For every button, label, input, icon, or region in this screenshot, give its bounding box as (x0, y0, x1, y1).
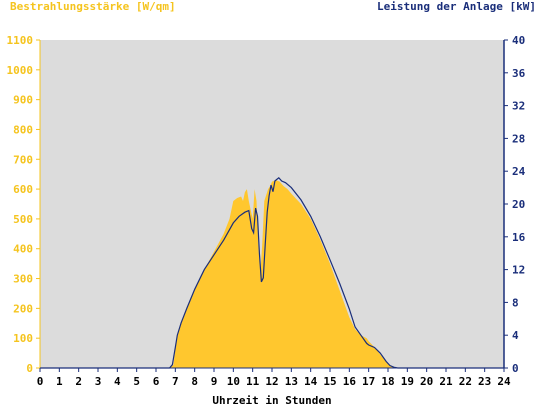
left-tick-label: 100 (13, 332, 33, 345)
right-tick-label: 28 (512, 132, 525, 145)
x-tick-label: 12 (265, 375, 278, 388)
right-tick-label: 32 (512, 100, 525, 113)
power-line (40, 176, 504, 369)
left-tick-label: 1100 (7, 34, 34, 47)
x-tick-label: 1 (56, 375, 63, 388)
x-tick-label: 0 (37, 375, 44, 388)
x-tick-label: 17 (362, 375, 375, 388)
x-tick-label: 14 (304, 375, 318, 388)
irradiance-area (40, 180, 504, 368)
x-tick-label: 4 (114, 375, 121, 388)
left-tick-label: 0 (26, 362, 33, 375)
left-tick-label: 400 (13, 243, 33, 256)
left-tick-label: 300 (13, 273, 33, 286)
x-tick-label: 15 (323, 375, 336, 388)
x-tick-label: 8 (191, 375, 198, 388)
right-tick-label: 12 (512, 264, 525, 277)
right-tick-label: 24 (512, 165, 526, 178)
x-tick-label: 10 (227, 375, 240, 388)
x-tick-label: 11 (246, 375, 260, 388)
right-axis-title: Leistung der Anlage [kW] (377, 0, 536, 13)
x-tick-label: 23 (478, 375, 491, 388)
x-tick-label: 6 (153, 375, 160, 388)
left-axis-title: Bestrahlungsstärke [W/qm] (10, 0, 176, 13)
x-tick-label: 3 (95, 375, 102, 388)
right-tick-label: 0 (512, 362, 519, 375)
x-tick-label: 5 (133, 375, 140, 388)
right-axis-ticks: 0 4 8 12 16 20 24 28 32 36 40 (504, 34, 526, 375)
right-tick-label: 4 (512, 329, 519, 342)
x-tick-label: 20 (420, 375, 433, 388)
x-tick-label: 18 (381, 375, 394, 388)
right-tick-label: 16 (512, 231, 526, 244)
x-axis-ticks: 0 1 2 3 4 5 6 7 8 9 10 11 12 13 14 15 16 17 18 19 20 21 22 23 24 (37, 368, 511, 388)
right-tick-label: 40 (512, 34, 525, 47)
right-tick-label: 8 (512, 296, 519, 309)
x-tick-label: 7 (172, 375, 179, 388)
x-axis-label: Uhrzeit in Stunden (212, 394, 332, 407)
left-tick-label: 900 (13, 94, 33, 107)
left-tick-label: 200 (13, 302, 33, 315)
x-tick-label: 13 (285, 375, 298, 388)
left-tick-label: 800 (13, 123, 33, 136)
right-tick-label: 36 (512, 67, 526, 80)
left-tick-label: 500 (13, 213, 33, 226)
right-tick-label: 20 (512, 198, 525, 211)
x-tick-label: 21 (439, 375, 453, 388)
x-tick-label: 24 (497, 375, 511, 388)
x-tick-label: 16 (343, 375, 357, 388)
x-tick-label: 22 (459, 375, 472, 388)
x-tick-label: 9 (211, 375, 218, 388)
left-axis-ticks: 0 100 200 300 400 500 600 700 800 900 1000 1100 (7, 34, 40, 375)
left-tick-label: 600 (13, 183, 33, 196)
left-tick-label: 700 (13, 153, 33, 166)
left-tick-label: 1000 (7, 64, 34, 77)
x-tick-label: 19 (401, 375, 414, 388)
x-tick-label: 2 (75, 375, 82, 388)
